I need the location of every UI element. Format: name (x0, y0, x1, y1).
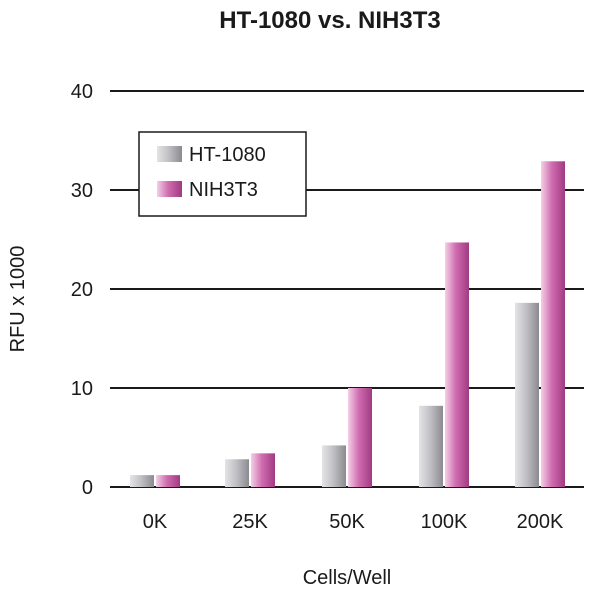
legend-swatch-nih3t3 (157, 181, 182, 197)
y-axis-label: RFU x 1000 (7, 246, 29, 353)
bar-nih3t3-50k (348, 388, 372, 487)
x-tick-labels: 0K 25K 50K 100K 200K (143, 511, 564, 533)
bar-ht1080-25k (225, 459, 249, 487)
bar-ht1080-0k (130, 475, 154, 487)
bars (130, 161, 565, 488)
y-tick-labels: 0 10 20 30 40 (71, 81, 93, 499)
y-tick-label-40: 40 (71, 81, 93, 103)
bar-ht1080-50k (322, 445, 346, 487)
legend: HT-1080 NIH3T3 (138, 131, 307, 217)
y-tick-label-10: 10 (71, 378, 93, 400)
y-tick-label-20: 20 (71, 279, 93, 301)
legend-swatch-ht1080 (157, 146, 182, 162)
y-tick-label-0: 0 (82, 477, 93, 499)
x-tick-label-25k: 25K (232, 511, 268, 533)
chart-title: HT-1080 vs. NIH3T3 (219, 7, 440, 34)
legend-label-ht1080: HT-1080 (189, 144, 266, 166)
bar-nih3t3-200k (541, 161, 565, 488)
y-tick-label-30: 30 (71, 180, 93, 202)
bar-ht1080-200k (515, 302, 539, 487)
legend-label-nih3t3: NIH3T3 (189, 179, 258, 201)
x-tick-label-0k: 0K (143, 511, 168, 533)
bar-nih3t3-0k (156, 475, 180, 487)
x-tick-label-100k: 100K (421, 511, 468, 533)
x-tick-label-50k: 50K (329, 511, 365, 533)
bar-ht1080-100k (419, 405, 443, 487)
x-axis-label: Cells/Well (303, 567, 392, 589)
x-tick-label-200k: 200K (517, 511, 564, 533)
bar-nih3t3-100k (445, 242, 469, 487)
bar-nih3t3-25k (251, 453, 275, 487)
